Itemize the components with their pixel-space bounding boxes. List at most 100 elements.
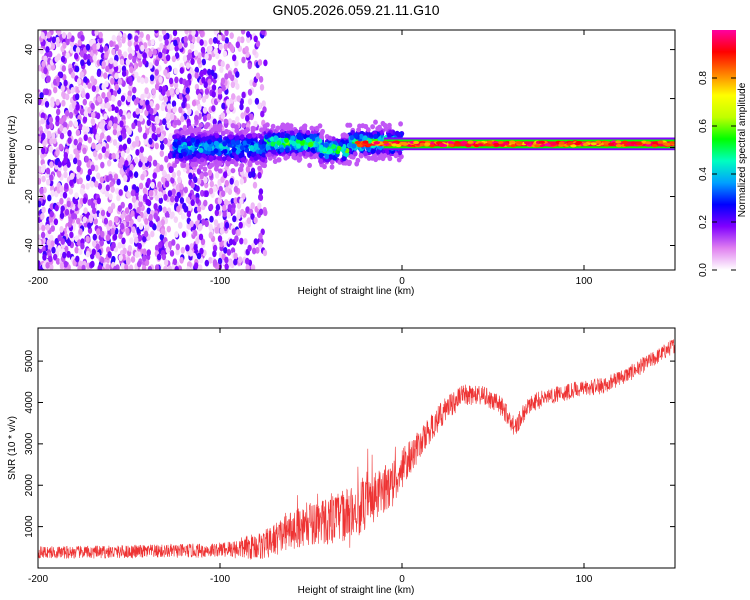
heatmap-cell bbox=[276, 157, 282, 163]
heatmap-cell bbox=[212, 244, 218, 252]
colorbar: 0.0 0.2 0.4 0.6 0.8 Normalized spectral ampl… bbox=[698, 30, 748, 277]
heatmap-cell bbox=[477, 143, 484, 147]
heatmap-cell bbox=[189, 220, 194, 228]
heatmap-cell bbox=[377, 124, 382, 130]
heatmap-cell bbox=[247, 133, 253, 139]
heatmap-cell bbox=[129, 163, 134, 171]
heatmap-cell bbox=[62, 114, 67, 122]
heatmap-cell bbox=[196, 168, 202, 175]
heatmap-cell bbox=[249, 145, 255, 151]
heatmap-cell bbox=[158, 191, 163, 199]
heatmap-cell bbox=[41, 72, 46, 80]
heatmap-cell bbox=[67, 221, 72, 228]
heatmap-cell bbox=[229, 44, 234, 51]
heatmap-cell bbox=[101, 141, 106, 149]
heatmap-cell bbox=[239, 178, 244, 185]
heatmap-cell bbox=[57, 245, 62, 252]
heatmap-cell bbox=[239, 145, 245, 151]
heatmap-cell bbox=[123, 174, 128, 182]
heatmap-cell bbox=[163, 96, 168, 103]
heatmap-cell bbox=[38, 177, 42, 185]
heatmap-cell bbox=[130, 189, 136, 197]
heatmap-cell bbox=[213, 219, 219, 227]
heatmap-cell bbox=[53, 253, 58, 261]
heatmap-cell bbox=[60, 84, 65, 92]
heatmap-cell bbox=[92, 54, 97, 62]
heatmap-cell bbox=[484, 143, 491, 147]
heatmap-cell bbox=[92, 43, 97, 51]
heatmap-cell bbox=[199, 39, 204, 46]
heatmap-cell bbox=[158, 51, 163, 59]
heatmap-cell bbox=[100, 161, 105, 169]
heatmap-cell bbox=[91, 248, 97, 256]
heatmap-cell bbox=[233, 161, 239, 167]
heatmap-cell bbox=[253, 238, 258, 246]
heatmap-cell bbox=[107, 251, 112, 258]
heatmap-cell bbox=[329, 164, 335, 170]
heatmap-cell bbox=[114, 54, 119, 62]
heatmap-cell bbox=[582, 142, 589, 147]
heatmap-cell bbox=[250, 202, 255, 210]
heatmap-cell bbox=[40, 117, 45, 125]
heatmap-cell bbox=[137, 235, 142, 242]
heatmap-cell bbox=[76, 239, 82, 247]
heatmap-cell bbox=[121, 70, 127, 77]
heatmap-cell bbox=[159, 133, 165, 141]
heatmap-cell bbox=[104, 150, 110, 158]
heatmap-cell bbox=[96, 172, 101, 180]
heatmap-cell bbox=[126, 137, 132, 145]
heatmap-cell bbox=[65, 93, 70, 101]
heatmap-cell bbox=[187, 154, 193, 160]
heatmap-cell bbox=[81, 90, 86, 98]
heatmap-cell bbox=[247, 244, 252, 252]
heatmap-cell bbox=[128, 53, 133, 60]
heatmap-cell bbox=[516, 141, 523, 145]
heatmap-cell bbox=[220, 227, 225, 235]
heatmap-cell bbox=[55, 115, 60, 123]
heatmap-cell bbox=[95, 43, 101, 50]
heatmap-cell bbox=[190, 199, 195, 207]
y-tick-label: -40 bbox=[24, 238, 35, 253]
heatmap-cell bbox=[195, 197, 200, 204]
heatmap-cell bbox=[150, 181, 155, 189]
heatmap-cell bbox=[310, 147, 316, 153]
heatmap-cell bbox=[199, 70, 204, 78]
heatmap-cell bbox=[38, 98, 42, 106]
heatmap-cell bbox=[487, 140, 493, 144]
heatmap-cell bbox=[97, 95, 102, 103]
heatmap-cell bbox=[262, 249, 268, 257]
heatmap-cell bbox=[291, 152, 296, 158]
heatmap-cell bbox=[222, 148, 228, 154]
heatmap-cell bbox=[282, 124, 288, 130]
heatmap-cell bbox=[128, 264, 134, 270]
snr-x-label: Height of straight line (km) bbox=[298, 585, 415, 596]
heatmap-cell bbox=[243, 238, 248, 245]
heatmap-cell bbox=[387, 155, 393, 162]
heatmap-cell bbox=[94, 30, 99, 36]
heatmap-cell bbox=[59, 262, 65, 269]
heatmap-cell bbox=[46, 132, 52, 140]
heatmap-cell bbox=[78, 228, 83, 236]
heatmap-cell bbox=[356, 144, 363, 148]
heatmap-cell bbox=[82, 147, 87, 155]
heatmap-cell bbox=[77, 265, 82, 270]
heatmap-cell bbox=[178, 93, 184, 100]
heatmap-cell bbox=[211, 90, 216, 98]
heatmap-cell bbox=[106, 135, 111, 143]
heatmap-cell bbox=[167, 152, 173, 160]
heatmap-cell bbox=[208, 37, 213, 45]
heatmap-cell bbox=[122, 143, 128, 151]
heatmap-cell bbox=[198, 30, 203, 35]
heatmap-cell bbox=[154, 264, 160, 270]
heatmap-cell bbox=[539, 140, 545, 144]
heatmap-cell bbox=[83, 53, 88, 61]
heatmap-cell bbox=[175, 119, 181, 125]
heatmap-cell bbox=[247, 88, 253, 96]
heatmap-cell bbox=[111, 34, 117, 42]
heatmap-cell bbox=[149, 74, 155, 82]
heatmap-cell bbox=[87, 82, 92, 89]
heatmap-cell bbox=[89, 181, 95, 188]
heatmap-cell bbox=[96, 70, 102, 77]
heatmap-cell bbox=[645, 141, 652, 145]
heatmap-cell bbox=[60, 205, 65, 213]
